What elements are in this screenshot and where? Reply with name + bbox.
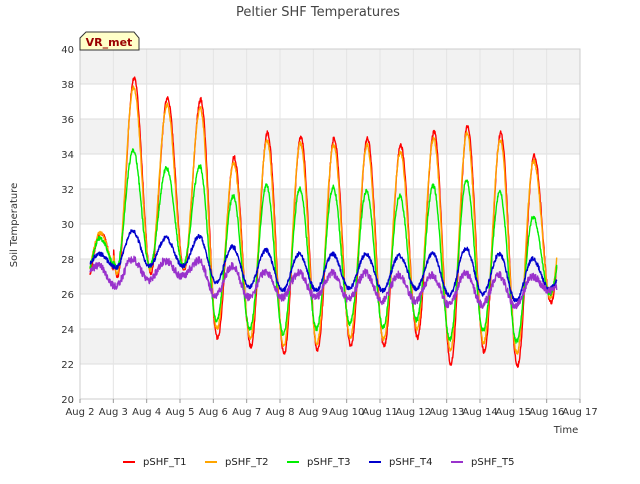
series-line-pSHF_T4 [89,229,558,303]
legend-item-pSHF_T1: pSHF_T1 [123,457,186,468]
y-tick-label: 40 [61,45,74,56]
x-tick-label: Aug 13 [429,407,464,418]
plot-frame [79,48,581,400]
series-line-pSHF_T5 [89,255,558,310]
y-tick-label: 28 [61,255,74,266]
legend-label: pSHF_T2 [225,457,268,468]
legend: pSHF_T1 pSHF_T2 pSHF_T3 pSHF_T4 pSHF_T5 [123,457,514,468]
plot-band [80,84,580,119]
y-axis-title: Soil Temperature [9,183,20,268]
y-tick-label: 22 [61,360,74,371]
plot-band [80,364,580,399]
plot-band [80,49,580,84]
x-tick-label: Aug 7 [232,407,261,418]
y-tick-label: 38 [61,80,74,91]
y-tick-label: 20 [61,395,74,406]
x-tick-label: Aug 3 [99,407,128,418]
x-tick-label: Aug 9 [299,407,328,418]
x-tick-label: Aug 17 [562,407,597,418]
series-lines [89,76,558,368]
legend-item-pSHF_T3: pSHF_T3 [287,457,350,468]
y-tick-label: 34 [61,150,74,161]
plot-band [80,329,580,364]
y-tick-label: 26 [61,290,74,301]
x-tick-label: Aug 2 [65,407,94,418]
x-tick-label: Aug 12 [396,407,431,418]
annotation-badge-text: VR_met [86,36,133,49]
legend-label: pSHF_T1 [143,457,186,468]
x-tick-label: Aug 6 [199,407,228,418]
legend-label: pSHF_T5 [471,457,514,468]
annotation-badge: VR_met [79,31,140,51]
legend-item-pSHF_T4: pSHF_T4 [369,457,432,468]
x-tick-label: Aug 16 [529,407,564,418]
plot-band [80,294,580,329]
y-tick-label: 24 [61,325,74,336]
y-axis-ticks: 20 22 24 26 28 30 32 34 36 38 40 [61,45,74,406]
x-axis-title: Time [553,425,578,436]
y-tick-label: 30 [61,220,74,231]
plot-band [80,119,580,154]
annotation-badge-shape [79,31,140,51]
chart-title: Peltier SHF Temperatures [236,5,400,20]
legend-label: pSHF_T4 [389,457,432,468]
y-tick-label: 36 [61,115,74,126]
x-tick-label: Aug 11 [362,407,397,418]
legend-label: pSHF_T3 [307,457,350,468]
legend-item-pSHF_T2: pSHF_T2 [205,457,268,468]
x-tick-label: Aug 10 [329,407,364,418]
x-tick-label: Aug 15 [496,407,531,418]
x-tick-label: Aug 5 [165,407,194,418]
legend-item-pSHF_T5: pSHF_T5 [451,457,514,468]
x-tick-label: Aug 8 [265,407,294,418]
x-tick-label: Aug 14 [462,407,497,418]
x-axis-ticks: Aug 2 Aug 3 Aug 4 Aug 5 Aug 6 Aug 7 Aug 8 Aug 9… [65,399,598,418]
x-tick-label: Aug 4 [132,407,161,418]
y-tick-label: 32 [61,185,74,196]
